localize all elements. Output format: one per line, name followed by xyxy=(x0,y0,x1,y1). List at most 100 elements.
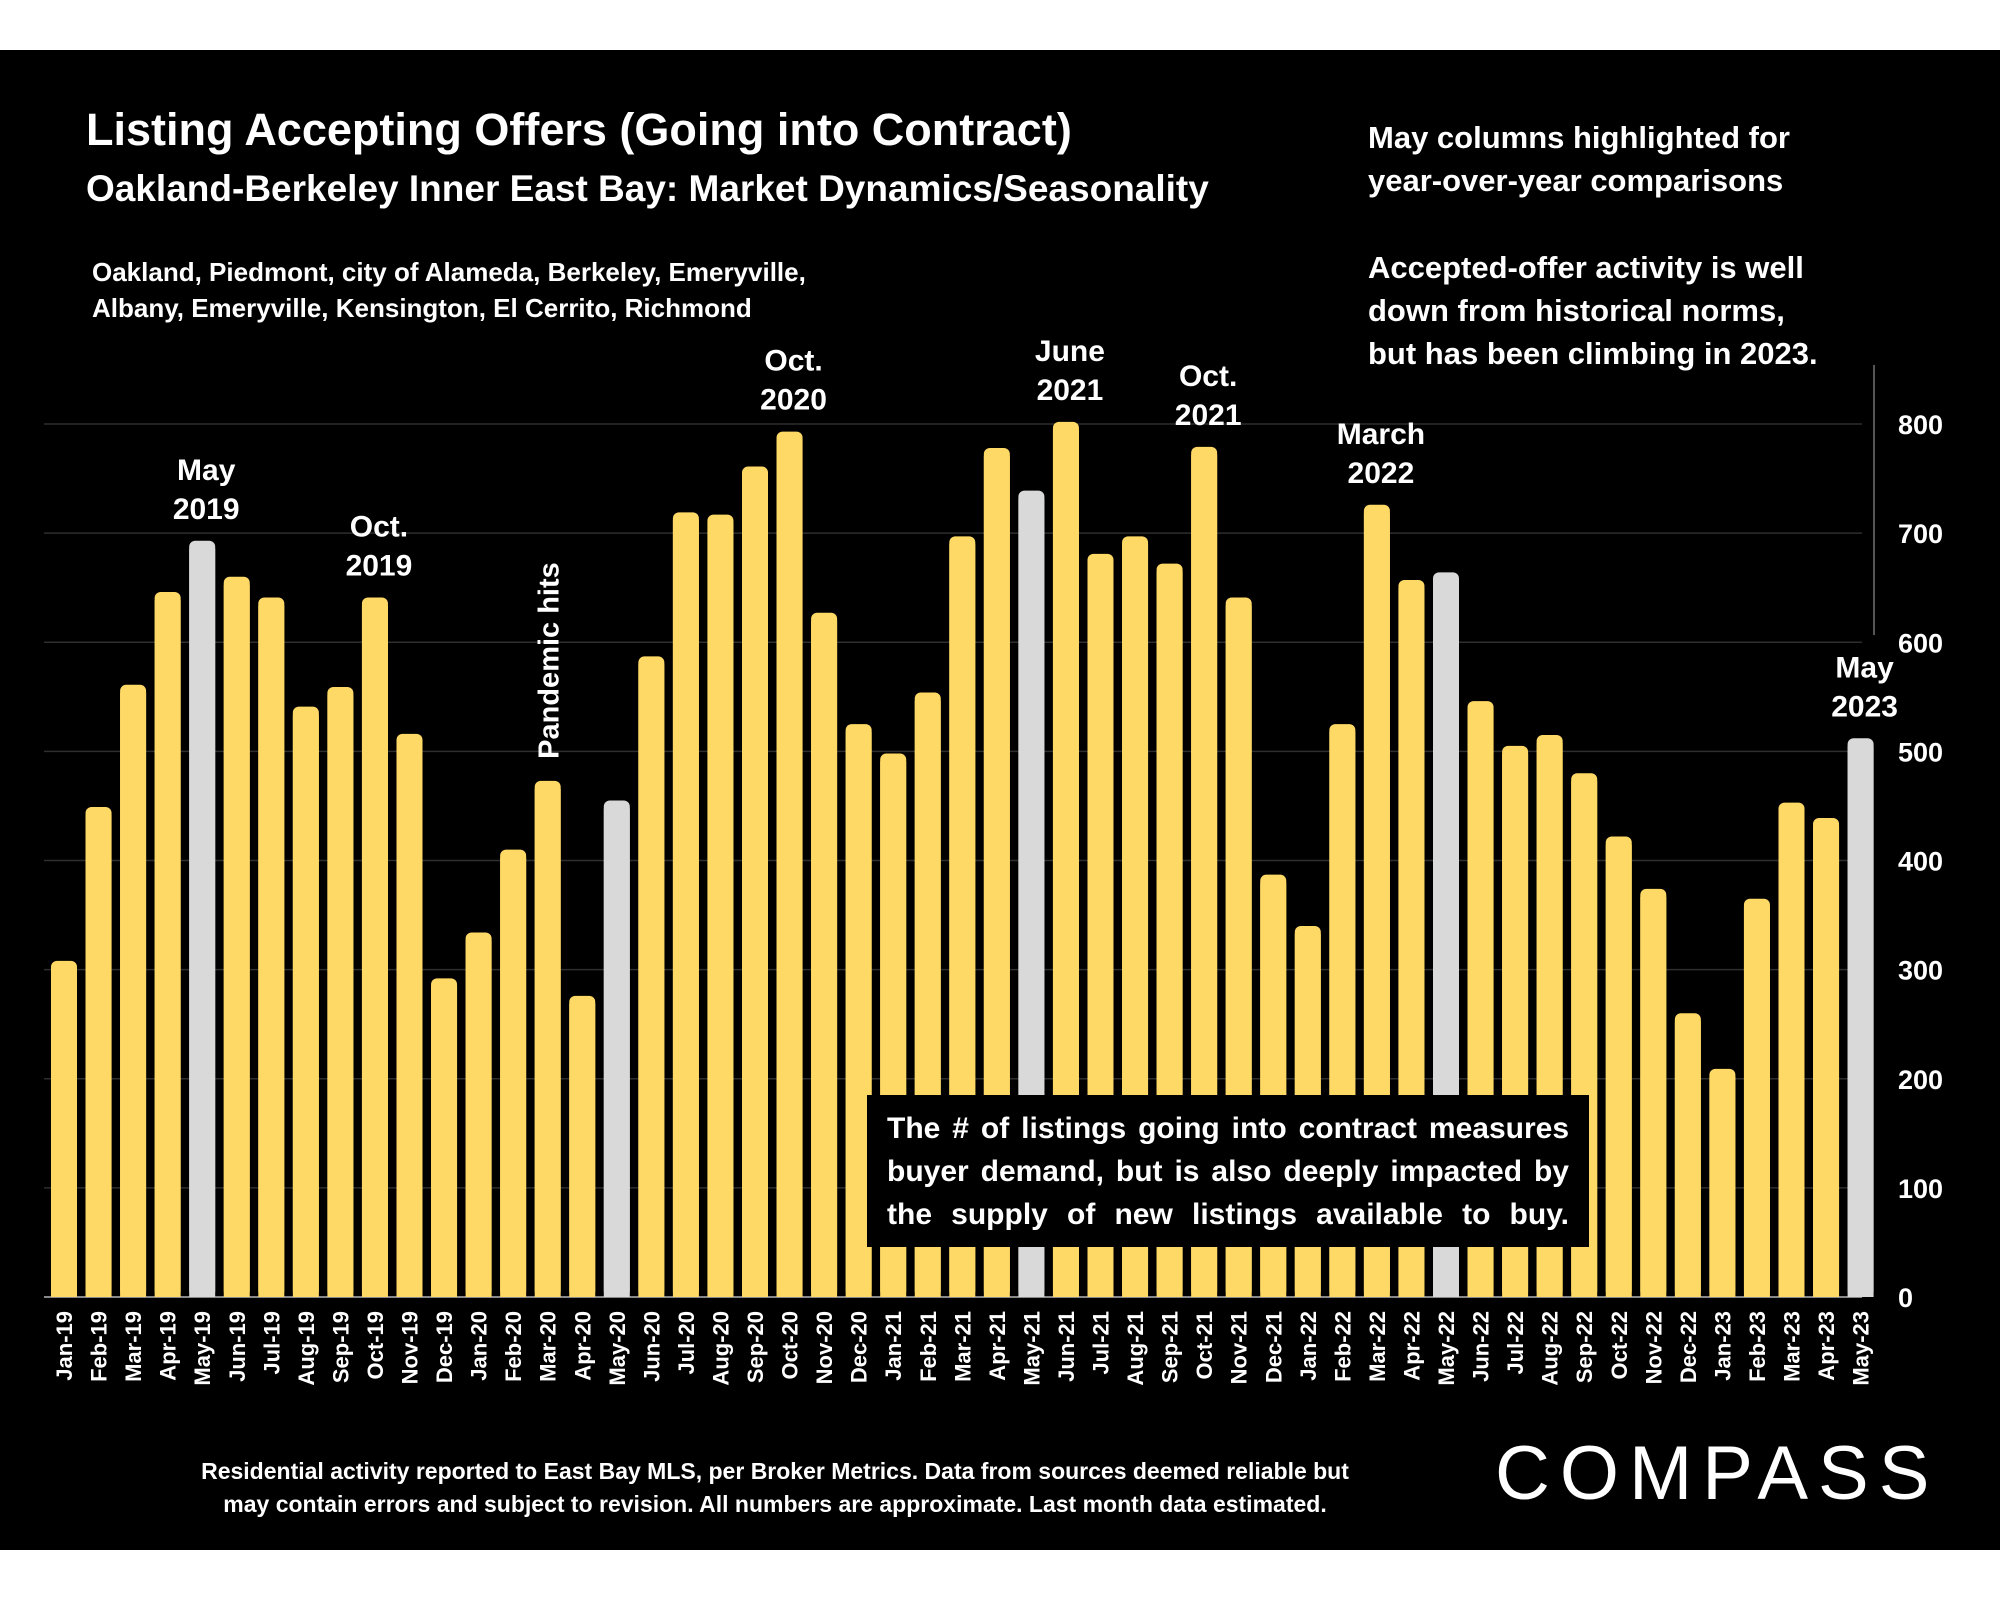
bar-body xyxy=(361,605,388,1297)
x-tick-label: Feb-23 xyxy=(1745,1311,1770,1382)
x-tick-label: Jul-22 xyxy=(1503,1311,1528,1375)
chart-title: Listing Accepting Offers (Going into Con… xyxy=(86,104,1072,155)
bar-body xyxy=(1640,896,1667,1297)
x-tick-labels: Jan-19 Feb-19 Mar-19 Apr-19 May-19 Jun-19 Jul-… xyxy=(52,1311,1874,1386)
x-tick-label: May-19 xyxy=(190,1311,215,1386)
bar-body xyxy=(51,968,77,1297)
x-tick-label: Apr-21 xyxy=(985,1311,1010,1381)
annotation-label: 2019 xyxy=(173,493,240,526)
x-tick-label: Jun-20 xyxy=(639,1311,664,1382)
y-tick-label: 0 xyxy=(1898,1283,1913,1313)
bar-body xyxy=(707,522,734,1297)
y-tick-label: 500 xyxy=(1898,737,1943,767)
bar-body xyxy=(1778,810,1805,1297)
x-tick-label: Oct-20 xyxy=(778,1311,803,1379)
x-tick-label: Feb-22 xyxy=(1330,1311,1355,1382)
annotation-label: 2021 xyxy=(1037,374,1104,407)
x-tick-label: May-22 xyxy=(1434,1311,1459,1386)
x-tick-label: Dec-21 xyxy=(1261,1311,1286,1383)
x-tick-label: Sep-21 xyxy=(1158,1311,1183,1383)
y-tick-label: 400 xyxy=(1898,847,1943,877)
x-tick-label: Dec-19 xyxy=(432,1311,457,1383)
x-tick-label: May-21 xyxy=(1019,1311,1044,1386)
x-tick-label: Nov-20 xyxy=(812,1311,837,1384)
annotation-label: 2020 xyxy=(760,384,827,417)
x-tick-label: Aug-20 xyxy=(708,1311,733,1386)
footnote-line-2: may contain errors and subject to revisi… xyxy=(223,1491,1327,1517)
y-tick-label: 800 xyxy=(1898,410,1943,440)
x-tick-label: Oct-22 xyxy=(1607,1311,1632,1379)
x-tick-label: Jul-20 xyxy=(674,1311,699,1375)
x-tick-label: Apr-20 xyxy=(570,1311,595,1381)
annotation-label: June xyxy=(1035,335,1105,368)
annotation-label: Oct. xyxy=(764,345,822,378)
compass-logo: COMPASS xyxy=(1495,1431,1940,1516)
x-tick-label: Jun-21 xyxy=(1054,1311,1079,1382)
x-tick-label: Nov-21 xyxy=(1227,1311,1252,1384)
annotation-label: May xyxy=(177,454,236,487)
bar-body xyxy=(154,600,181,1297)
x-tick-label: Dec-20 xyxy=(847,1311,872,1383)
bar-body xyxy=(534,788,561,1297)
annotation-label: Oct. xyxy=(350,511,408,544)
x-tick-label: Nov-22 xyxy=(1641,1311,1666,1384)
callout-box: The # of listings going into contract me… xyxy=(867,1095,1589,1247)
y-tick-labels: 0 100 200 300 400 500 600 700 800 xyxy=(1898,410,1943,1313)
x-tick-label: Jul-19 xyxy=(259,1311,284,1375)
x-tick-label: Aug-19 xyxy=(294,1311,319,1386)
annotation-label: 2019 xyxy=(346,550,413,583)
x-tick-label: Feb-20 xyxy=(501,1311,526,1382)
areas-line-2: Albany, Emeryville, Kensington, El Cerri… xyxy=(92,293,752,323)
x-tick-label: Apr-22 xyxy=(1399,1311,1424,1381)
x-tick-label: Jun-19 xyxy=(225,1311,250,1382)
highlight-note: May columns highlighted for year-over-ye… xyxy=(1368,116,1790,202)
annotation-label: 2023 xyxy=(1831,690,1898,723)
x-tick-label: Feb-19 xyxy=(87,1311,112,1382)
x-tick-label: Dec-22 xyxy=(1676,1311,1701,1383)
footnote-line-1: Residential activity reported to East Ba… xyxy=(201,1458,1349,1484)
bar-body xyxy=(811,620,838,1297)
bar-body xyxy=(672,520,699,1297)
chart-subtitle: Oakland-Berkeley Inner East Bay: Market … xyxy=(86,168,1209,209)
bar-body xyxy=(258,605,285,1297)
x-tick-label: Mar-21 xyxy=(950,1311,975,1382)
x-tick-label: Feb-21 xyxy=(916,1311,941,1382)
trend-note-line-3: but has been climbing in 2023. xyxy=(1368,336,1818,371)
x-tick-label: Jan-19 xyxy=(52,1311,77,1381)
y-tick-label: 600 xyxy=(1898,628,1943,658)
y-tick-label: 700 xyxy=(1898,519,1943,549)
x-tick-label: Sep-20 xyxy=(743,1311,768,1383)
trend-note-line-1: Accepted-offer activity is well xyxy=(1368,250,1804,285)
bar-body xyxy=(120,692,147,1297)
x-tick-label: Mar-19 xyxy=(121,1311,146,1382)
bar-body xyxy=(638,664,665,1297)
x-tick-label: May-23 xyxy=(1849,1311,1874,1386)
bar-body xyxy=(465,940,492,1297)
footnote: Residential activity reported to East Ba… xyxy=(140,1455,1410,1521)
bar-body xyxy=(1605,844,1632,1297)
x-tick-label: Jan-22 xyxy=(1296,1311,1321,1381)
x-tick-label: Sep-22 xyxy=(1572,1311,1597,1383)
trend-note: Accepted-offer activity is well down fro… xyxy=(1368,246,1818,375)
x-tick-label: Mar-20 xyxy=(536,1311,561,1382)
bar-body xyxy=(776,439,803,1297)
annotation-label: May xyxy=(1835,651,1894,684)
x-tick-label: May-20 xyxy=(605,1311,630,1386)
y-tick-label: 100 xyxy=(1898,1174,1943,1204)
bar-body xyxy=(292,714,319,1297)
x-tick-label: Jan-21 xyxy=(881,1311,906,1381)
bar-body xyxy=(603,808,630,1297)
bar-body xyxy=(1743,906,1770,1297)
x-tick-label: Oct-19 xyxy=(363,1311,388,1379)
bar-body xyxy=(223,584,250,1297)
bar-body xyxy=(1847,746,1874,1297)
y-tick-label: 300 xyxy=(1898,956,1943,986)
bar-body xyxy=(396,741,423,1297)
highlight-note-line-2: year-over-year comparisons xyxy=(1368,163,1784,198)
annotation-label: March xyxy=(1337,418,1425,451)
x-tick-label: Apr-23 xyxy=(1814,1311,1839,1381)
x-tick-label: Nov-19 xyxy=(398,1311,423,1384)
x-tick-label: Jul-21 xyxy=(1089,1311,1114,1375)
trend-note-line-2: down from historical norms, xyxy=(1368,293,1785,328)
